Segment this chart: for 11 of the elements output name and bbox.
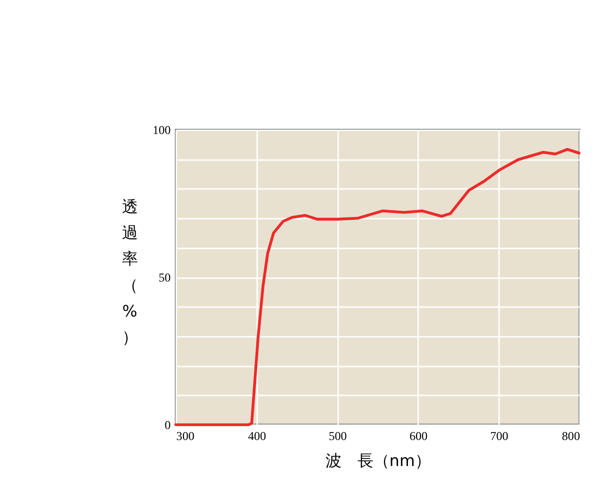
y-tick-label: 0 <box>164 418 171 432</box>
y-tick-label: 100 <box>152 123 171 138</box>
x-tick-label: 800 <box>562 429 580 444</box>
y-tick-label: 50 <box>158 270 171 284</box>
x-tick-label: 700 <box>490 429 508 444</box>
y-axis-title: 透過率（%） <box>122 197 138 346</box>
x-tick-label: 400 <box>248 429 266 444</box>
x-tick-label: 600 <box>409 429 428 444</box>
x-tick-label: 300 <box>176 429 194 444</box>
x-axis-title: 波 長（nm） <box>325 451 431 470</box>
x-tick-label: 500 <box>328 429 347 444</box>
